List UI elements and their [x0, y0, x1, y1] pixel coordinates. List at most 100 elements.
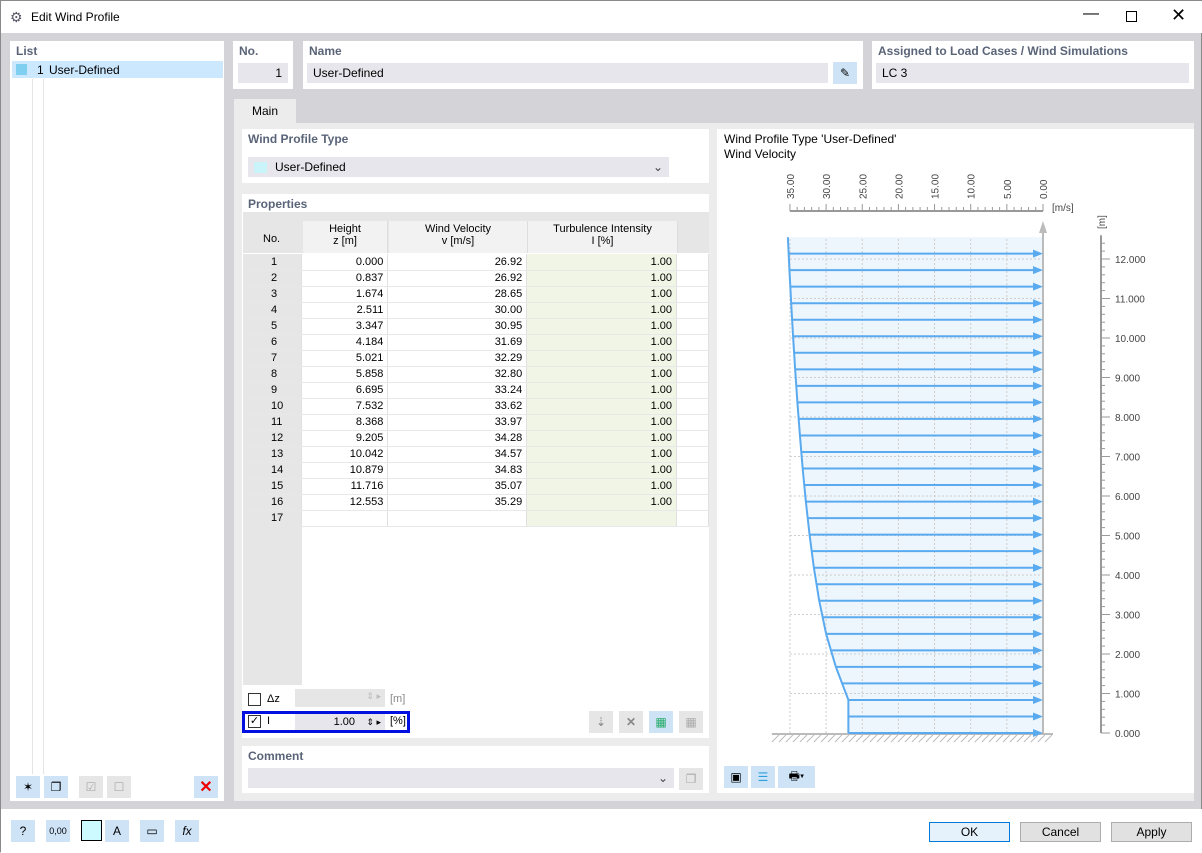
- units-icon[interactable]: 0,00: [46, 820, 70, 842]
- height-cell[interactable]: 5.021: [301, 350, 389, 367]
- turbulence-cell[interactable]: 1.00: [526, 350, 678, 367]
- height-cell[interactable]: 0.837: [301, 270, 389, 287]
- profile-view-icon[interactable]: ☰: [751, 766, 775, 788]
- turbulence-cell[interactable]: 1.00: [526, 254, 678, 271]
- new-item-button[interactable]: ✶: [16, 776, 40, 798]
- height-cell[interactable]: [301, 510, 389, 527]
- dz-checkbox[interactable]: [248, 693, 261, 706]
- turbulence-cell[interactable]: 1.00: [526, 302, 678, 319]
- table-row[interactable]: 17: [243, 510, 709, 527]
- table-row[interactable]: 2 0.837 26.92 1.00: [243, 270, 709, 287]
- color-icon[interactable]: [81, 820, 102, 841]
- empty-cell[interactable]: [676, 286, 709, 303]
- velocity-cell[interactable]: 32.29: [387, 350, 528, 367]
- empty-cell[interactable]: [676, 270, 709, 287]
- velocity-cell[interactable]: 31.69: [387, 334, 528, 351]
- help-icon[interactable]: ?: [11, 820, 35, 842]
- turbulence-cell[interactable]: 1.00: [526, 398, 678, 415]
- table-row[interactable]: 5 3.347 30.95 1.00: [243, 318, 709, 335]
- tab-main[interactable]: Main: [234, 99, 296, 124]
- velocity-cell[interactable]: 34.28: [387, 430, 528, 447]
- turbulence-cell[interactable]: 1.00: [526, 318, 678, 335]
- name-field[interactable]: User-Defined: [307, 63, 828, 83]
- velocity-cell[interactable]: 33.97: [387, 414, 528, 431]
- height-cell[interactable]: 7.532: [301, 398, 389, 415]
- table-row[interactable]: 10 7.532 33.62 1.00: [243, 398, 709, 415]
- table-row[interactable]: 13 10.042 34.57 1.00: [243, 446, 709, 463]
- check-swap-button[interactable]: ☐: [107, 776, 131, 798]
- empty-cell[interactable]: [676, 510, 709, 527]
- empty-cell[interactable]: [676, 430, 709, 447]
- empty-cell[interactable]: [676, 318, 709, 335]
- height-cell[interactable]: 6.695: [301, 382, 389, 399]
- height-cell[interactable]: 1.674: [301, 286, 389, 303]
- turbulence-cell[interactable]: 1.00: [526, 414, 678, 431]
- velocity-cell[interactable]: 30.00: [387, 302, 528, 319]
- table-row[interactable]: 14 10.879 34.83 1.00: [243, 462, 709, 479]
- height-cell[interactable]: 10.879: [301, 462, 389, 479]
- formula-icon[interactable]: fx: [175, 820, 199, 842]
- minimize-button[interactable]: —: [1083, 5, 1099, 22]
- turbulence-cell[interactable]: 1.00: [526, 462, 678, 479]
- empty-cell[interactable]: [676, 398, 709, 415]
- check-all-button[interactable]: ☑: [79, 776, 103, 798]
- empty-cell[interactable]: [676, 334, 709, 351]
- empty-cell[interactable]: [676, 302, 709, 319]
- height-cell[interactable]: 10.042: [301, 446, 389, 463]
- import-table-icon[interactable]: ▦: [649, 711, 673, 733]
- maximize-button[interactable]: [1126, 11, 1137, 22]
- dz-input[interactable]: ⇕ ▸: [295, 689, 385, 707]
- table-row[interactable]: 16 12.553 35.29 1.00: [243, 494, 709, 511]
- turbulence-cell[interactable]: 1.00: [526, 446, 678, 463]
- delete-button[interactable]: ✕: [194, 776, 218, 798]
- height-cell[interactable]: 5.858: [301, 366, 389, 383]
- turbulence-cell[interactable]: [526, 510, 678, 527]
- velocity-cell[interactable]: 35.29: [387, 494, 528, 511]
- turbulence-cell[interactable]: 1.00: [526, 478, 678, 495]
- empty-cell[interactable]: [676, 414, 709, 431]
- table-row[interactable]: 4 2.511 30.00 1.00: [243, 302, 709, 319]
- edit-name-icon[interactable]: ✎: [833, 62, 857, 84]
- turbulence-cell[interactable]: 1.00: [526, 494, 678, 511]
- display-options-icon[interactable]: ▣: [724, 766, 748, 788]
- table-row[interactable]: 11 8.368 33.97 1.00: [243, 414, 709, 431]
- assigned-field[interactable]: LC 3: [876, 63, 1189, 83]
- copy-item-button[interactable]: ❐: [44, 776, 68, 798]
- height-cell[interactable]: 3.347: [301, 318, 389, 335]
- ti-checkbox[interactable]: ✓: [248, 715, 261, 728]
- turbulence-cell[interactable]: 1.00: [526, 270, 678, 287]
- velocity-cell[interactable]: 33.24: [387, 382, 528, 399]
- height-cell[interactable]: 2.511: [301, 302, 389, 319]
- properties-table[interactable]: 1 0.000 26.92 1.00 2 0.837 26.92 1.00 3 1.674 28.6…: [243, 254, 709, 527]
- height-cell[interactable]: 11.716: [301, 478, 389, 495]
- empty-cell[interactable]: [676, 478, 709, 495]
- print-icon[interactable]: 🖶▾: [778, 766, 815, 788]
- velocity-cell[interactable]: [387, 510, 528, 527]
- text-color-icon[interactable]: A: [105, 820, 129, 842]
- velocity-cell[interactable]: 26.92: [387, 270, 528, 287]
- velocity-cell[interactable]: 32.80: [387, 366, 528, 383]
- table-row[interactable]: 15 11.716 35.07 1.00: [243, 478, 709, 495]
- delete-row-icon[interactable]: ✕: [619, 711, 643, 733]
- table-row[interactable]: 7 5.021 32.29 1.00: [243, 350, 709, 367]
- ti-input[interactable]: 1.00 ⇕ ▸: [295, 714, 385, 730]
- apply-button[interactable]: Apply: [1111, 822, 1192, 842]
- velocity-cell[interactable]: 34.83: [387, 462, 528, 479]
- empty-cell[interactable]: [676, 254, 709, 271]
- sort-icon[interactable]: ⇣: [589, 711, 613, 733]
- ok-button[interactable]: OK: [929, 822, 1010, 842]
- cancel-button[interactable]: Cancel: [1020, 822, 1101, 842]
- velocity-cell[interactable]: 30.95: [387, 318, 528, 335]
- empty-cell[interactable]: [676, 350, 709, 367]
- height-cell[interactable]: 0.000: [301, 254, 389, 271]
- table-row[interactable]: 6 4.184 31.69 1.00: [243, 334, 709, 351]
- turbulence-cell[interactable]: 1.00: [526, 366, 678, 383]
- table-row[interactable]: 8 5.858 32.80 1.00: [243, 366, 709, 383]
- comment-library-icon[interactable]: ❐: [679, 768, 703, 790]
- comment-input[interactable]: ⌄: [248, 768, 674, 788]
- velocity-cell[interactable]: 33.62: [387, 398, 528, 415]
- height-cell[interactable]: 12.553: [301, 494, 389, 511]
- velocity-cell[interactable]: 26.92: [387, 254, 528, 271]
- velocity-cell[interactable]: 34.57: [387, 446, 528, 463]
- empty-cell[interactable]: [676, 446, 709, 463]
